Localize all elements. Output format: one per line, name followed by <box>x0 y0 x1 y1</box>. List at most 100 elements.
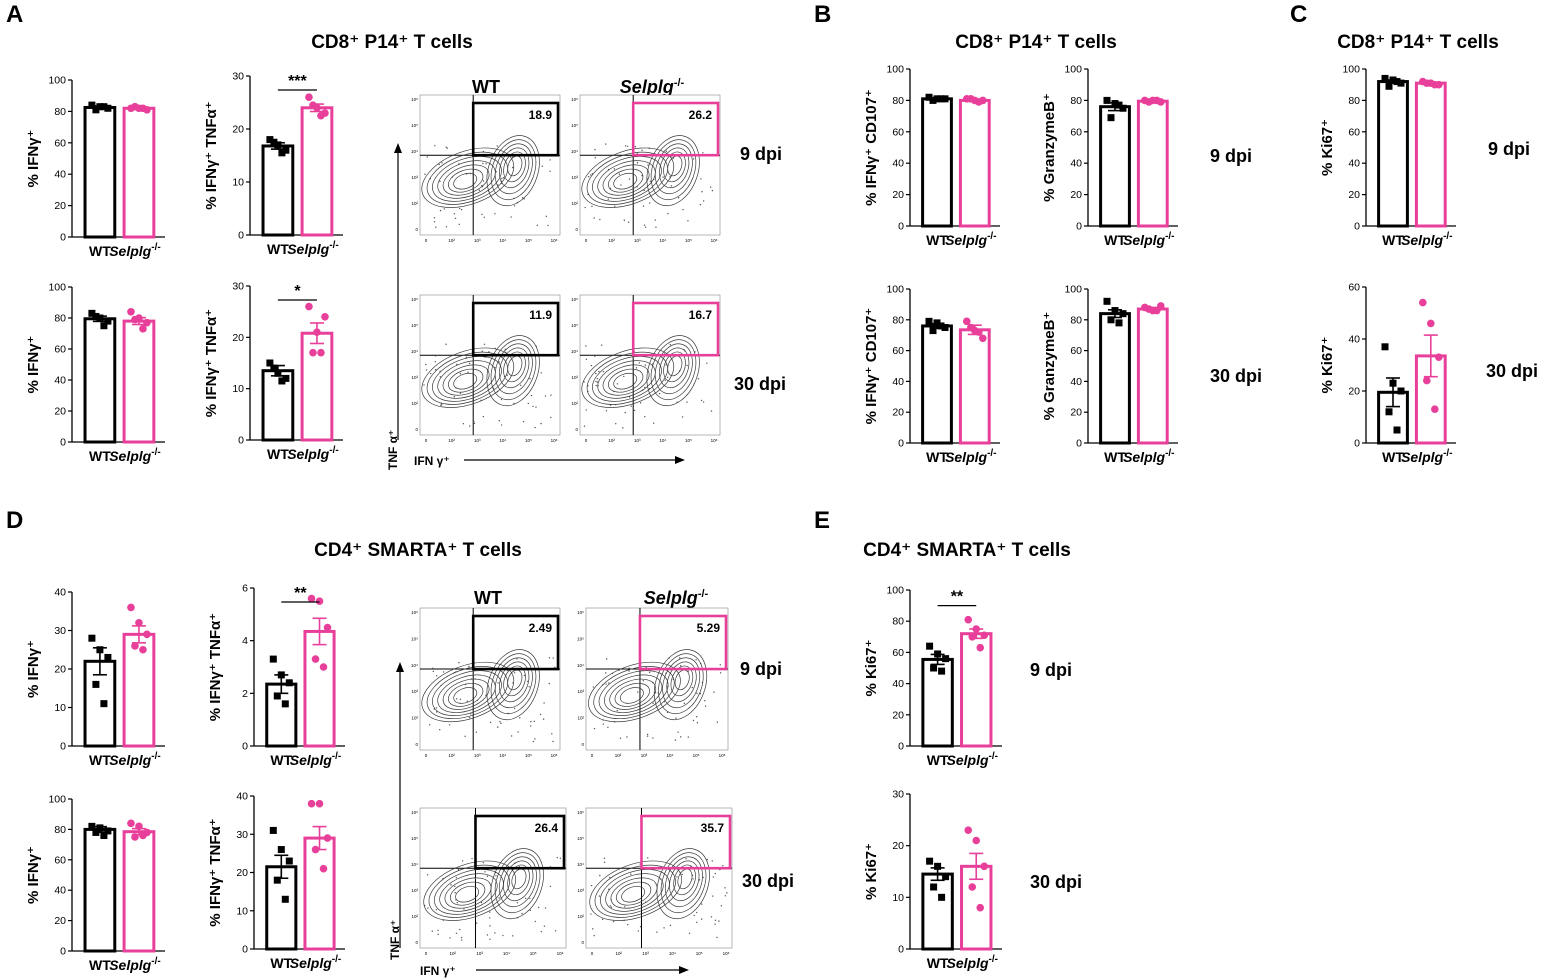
flow-contour <box>486 649 540 721</box>
x-tick-label-ko-sup: -/- <box>1443 448 1452 459</box>
x-tick-label-ko: Selplg-/- <box>109 447 160 464</box>
flow-event <box>608 682 610 684</box>
flow-event <box>425 369 428 371</box>
flow-contour <box>439 873 498 912</box>
flow-event <box>439 729 441 731</box>
x-tick-label-wt: WT <box>926 449 948 465</box>
flow-contour <box>503 860 534 902</box>
flow-event <box>688 932 691 935</box>
flow-tick-label-y: 10⁵ <box>571 323 578 328</box>
data-point-wt <box>92 828 100 836</box>
data-point-wt <box>937 322 945 330</box>
flow-contour <box>494 343 533 395</box>
data-point-wt <box>929 327 937 335</box>
flow-tick-label-y: 10² <box>571 201 578 206</box>
y-axis-label: % IFNγ⁺ <box>25 846 42 904</box>
significance-label: ** <box>951 589 964 606</box>
flow-event <box>609 404 612 406</box>
data-point-ko <box>143 318 151 327</box>
flow-plot-F4-wt: 26.4 0 10² 10³ 10⁴ 10⁵ 10⁶ 0 10² 10³ 10⁴ 10⁵ 10⁶ <box>411 807 567 956</box>
flow-event <box>713 691 715 693</box>
data-point-wt <box>942 655 950 663</box>
flow-contour <box>608 168 644 193</box>
flow-event <box>700 399 703 402</box>
x-tick-label-ko: Selplg-/- <box>947 954 998 971</box>
bar-wt <box>83 827 117 953</box>
flow-axis-y-label: TNF α⁺ <box>388 920 402 960</box>
flow-event <box>497 726 499 728</box>
gate-percent: 5.29 <box>697 621 721 635</box>
flow-event <box>711 860 713 862</box>
flow-tick-label-y: 0 <box>581 742 584 747</box>
flow-event <box>637 691 639 693</box>
data-point-ko <box>135 619 143 627</box>
x-tick-label-wt: WT <box>927 955 949 971</box>
y-tick-label: 0 <box>60 946 66 958</box>
data-point-wt <box>925 93 933 101</box>
flow-plot-F1-wt: 18.9 0 10² 10³ 10⁴ 10⁵ 10⁶ 0 10² 10³ 10⁴ 10⁵ 10⁶ <box>411 94 561 243</box>
flow-tick-label-y: 10³ <box>571 175 578 180</box>
x-tick-label-wt: WT <box>1104 449 1126 465</box>
flow-event <box>598 895 601 897</box>
flow-tick-label-y: 10³ <box>411 175 418 180</box>
flow-tick-label-x: 10² <box>448 238 455 243</box>
flow-tick-label-x: 0 <box>585 238 588 243</box>
flow-event <box>523 674 526 677</box>
flow-event <box>594 157 596 159</box>
data-point-wt <box>1389 379 1397 387</box>
y-axis-label: % Ki67⁺ <box>1319 119 1336 176</box>
flow-event <box>605 683 607 685</box>
panel-title-e: CD4⁺ SMARTA⁺ T cells <box>863 540 1071 561</box>
flow-event <box>468 716 471 719</box>
flow-event <box>559 857 562 860</box>
flow-axis-x <box>464 456 685 464</box>
flow-event <box>435 226 437 228</box>
flow-event <box>603 857 606 860</box>
y-tick-label: 0 <box>242 741 248 753</box>
data-point-ko <box>139 645 147 654</box>
data-point-ko <box>975 98 983 106</box>
flow-event <box>542 718 545 720</box>
flow-tick-label-x: 10⁵ <box>525 753 532 758</box>
x-tick-label-ko: Selplg-/- <box>287 240 338 257</box>
flow-event <box>643 189 645 192</box>
data-point-wt <box>92 312 100 320</box>
flow-event <box>482 415 485 418</box>
flow-axis-y <box>394 143 402 440</box>
y-tick-label: 30 <box>232 71 244 83</box>
data-point-ko <box>1435 353 1443 362</box>
flow-event <box>644 416 646 418</box>
flow-event <box>541 165 544 167</box>
y-tick-label: 10 <box>232 177 244 189</box>
y-tick-label: 20 <box>232 124 244 136</box>
x-tick-label-wt: WT <box>270 955 292 971</box>
flow-event <box>455 932 458 934</box>
flow-axis-y <box>396 662 404 948</box>
flow-contour <box>619 687 644 704</box>
flow-tick-label-y: 10² <box>411 201 418 206</box>
flow-event <box>540 372 542 374</box>
flow-axis-x-label: IFN γ⁺ <box>414 454 450 468</box>
bar-ko <box>1136 99 1169 228</box>
bar-ko <box>122 830 156 953</box>
flow-tick-label-x: 10⁵ <box>525 238 532 243</box>
flow-tick-label-y: 10⁶ <box>411 810 418 815</box>
gate-percent: 26.4 <box>535 821 559 835</box>
flow-event <box>440 404 443 406</box>
flow-event <box>552 740 554 743</box>
flow-event <box>641 174 643 177</box>
flow-event <box>616 709 618 712</box>
flow-event <box>513 402 515 405</box>
flow-tick-label-y: 10⁵ <box>411 323 418 328</box>
flow-contour <box>608 368 644 393</box>
flow-event <box>556 856 558 859</box>
flow-event <box>624 145 627 147</box>
data-point-wt <box>92 106 100 114</box>
data-point-ko <box>309 348 317 357</box>
flow-event <box>497 682 499 684</box>
flow-event <box>453 213 456 215</box>
flow-contour <box>490 653 537 715</box>
flow-event <box>675 717 677 719</box>
y-tick-label: 2 <box>242 688 248 700</box>
bar-ko <box>1136 307 1169 445</box>
